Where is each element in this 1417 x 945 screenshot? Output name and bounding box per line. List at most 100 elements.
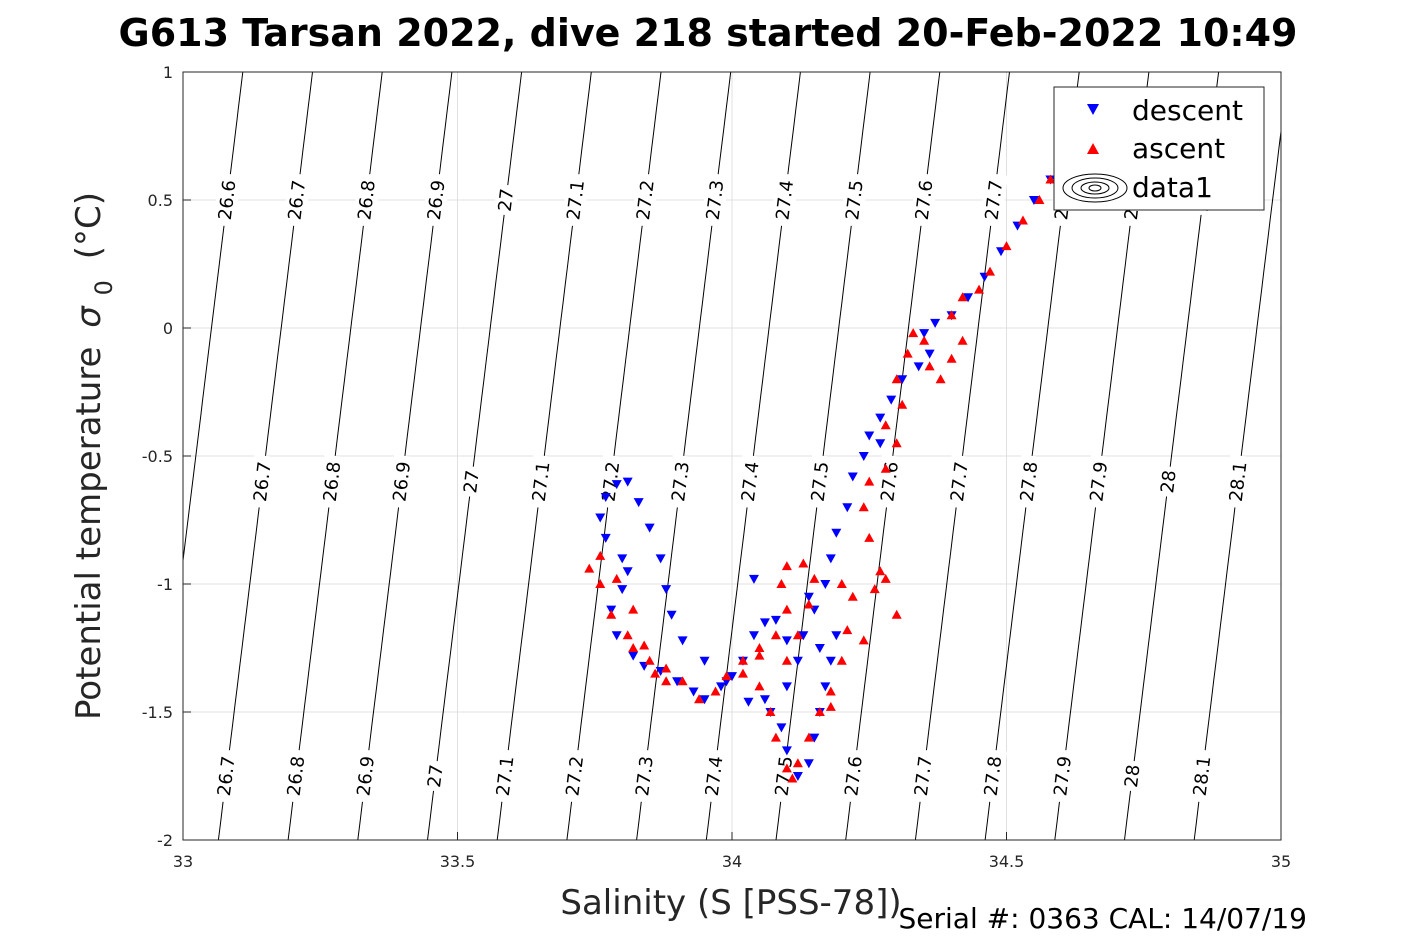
descent-point	[875, 413, 886, 423]
ascent-point	[891, 374, 902, 384]
descent-point	[831, 528, 842, 538]
ascent-point	[628, 604, 639, 614]
x-tick-label: 35	[1271, 852, 1291, 871]
ascent-point	[737, 655, 748, 665]
legend-descent-label: descent	[1132, 94, 1243, 127]
descent-point	[633, 498, 644, 508]
isopycnal-label: 27.8	[981, 755, 1007, 797]
y-tick-label: 1	[163, 63, 173, 82]
descent-point	[617, 585, 628, 595]
isopycnal-label: 27.7	[911, 755, 937, 797]
ascent-point	[792, 630, 803, 640]
ascent-point	[694, 694, 705, 704]
descent-point	[776, 723, 787, 733]
isopycnal-label: 27.6	[841, 755, 867, 797]
ascent-point	[858, 635, 869, 645]
descent-point	[655, 554, 666, 564]
isopycnal-label-bg	[1224, 454, 1253, 509]
ascent-point	[781, 655, 792, 665]
ascent-point	[847, 591, 858, 601]
legend-data1-label: data1	[1132, 171, 1213, 204]
descent-point	[672, 677, 683, 687]
isopycnal-label: 27.3	[668, 460, 694, 502]
ascent-point	[787, 773, 798, 783]
isopycnal-label-bg	[352, 172, 381, 228]
isopycnal-label: 27	[495, 187, 519, 212]
ascent-point	[1017, 215, 1028, 225]
y-axis-label-unit: (°C)	[69, 192, 109, 259]
descent-point	[814, 644, 825, 653]
isopycnal-label: 27.3	[632, 755, 658, 797]
isopycnal-label: 26.9	[389, 460, 415, 502]
y-axis-ticks: -2 -1.5 -1 -0.5 0 0.5 1	[142, 63, 191, 850]
descent-point	[864, 431, 875, 441]
isopycnal-label: 27.1	[563, 179, 589, 221]
descent-point	[781, 682, 792, 692]
descent-point	[831, 631, 842, 641]
legend-ascent-marker	[1087, 143, 1099, 154]
isopycnal-label-bg	[979, 172, 1008, 228]
descent-point	[820, 580, 831, 589]
descent-point	[803, 759, 814, 769]
ascent-point	[957, 335, 968, 345]
isopycnal-label-bg	[666, 454, 695, 509]
isopycnal-label-bg	[458, 465, 485, 498]
descent-point	[600, 533, 611, 543]
descent-point	[699, 695, 710, 705]
isopycnal-label: 27	[424, 763, 448, 788]
descent-point	[677, 636, 688, 646]
descent-point	[748, 574, 759, 584]
isopycnal-label-bg	[736, 454, 765, 509]
ascent-point	[781, 604, 792, 614]
isopycnal-label: 28.1	[1226, 460, 1252, 502]
descent-point	[963, 293, 974, 303]
descent-point	[924, 349, 935, 359]
isopycnal-label-bg	[770, 172, 799, 228]
ascent-point	[639, 640, 650, 650]
isopycnal-label: 26.9	[424, 179, 450, 221]
isopycnal-label: 27.4	[772, 179, 798, 221]
isopycnal-label-bg	[213, 172, 242, 228]
ascent-point	[891, 438, 902, 448]
ascent-point	[880, 573, 891, 583]
ascent-point	[946, 310, 957, 320]
y-axis-label-subscript: 0	[90, 280, 118, 295]
isopycnal-label-bg	[631, 172, 660, 228]
x-tick-label: 33.5	[440, 852, 476, 871]
descent-point	[930, 318, 941, 328]
descent-point	[688, 687, 699, 697]
ascent-point	[754, 650, 765, 660]
isopycnal-label-bg	[700, 748, 729, 804]
ascent-point	[864, 532, 875, 542]
descent-point	[622, 477, 633, 487]
ascent-point	[897, 399, 908, 409]
isopycnal-label: 27.7	[981, 179, 1007, 221]
ascent-point	[611, 573, 622, 583]
legend-contour-marker	[1062, 173, 1128, 203]
isopycnal-label: 26.7	[214, 755, 240, 797]
descent-point	[595, 513, 606, 523]
descent-point	[666, 610, 677, 620]
isopycnal-label: 28	[1121, 763, 1145, 788]
isopycnal-label-bg	[769, 748, 798, 804]
isopycnal-label-bg	[212, 748, 241, 804]
descent-point	[661, 585, 672, 595]
descent-point	[644, 523, 655, 533]
descent-point	[798, 631, 809, 641]
y-axis-label: Potential temperature σ 0 (°C)	[69, 192, 118, 720]
y-tick-label: -0.5	[142, 447, 173, 466]
descent-point	[1028, 196, 1039, 205]
descent-point	[792, 772, 803, 781]
y-axis-label-symbol: σ	[69, 305, 109, 328]
ascent-point	[803, 599, 814, 609]
y-tick-label: -1.5	[142, 703, 173, 722]
ascent-point	[650, 668, 661, 678]
ascent-point	[661, 676, 672, 686]
descent-point	[842, 503, 853, 513]
isopycnal-label-bg	[875, 454, 904, 509]
ascent-point	[1045, 174, 1056, 184]
x-tick-label: 34	[722, 852, 742, 871]
isopycnal-label: 27.2	[633, 179, 659, 221]
legend: descent ascent data1	[1053, 86, 1265, 211]
y-tick-label: -2	[157, 831, 173, 850]
